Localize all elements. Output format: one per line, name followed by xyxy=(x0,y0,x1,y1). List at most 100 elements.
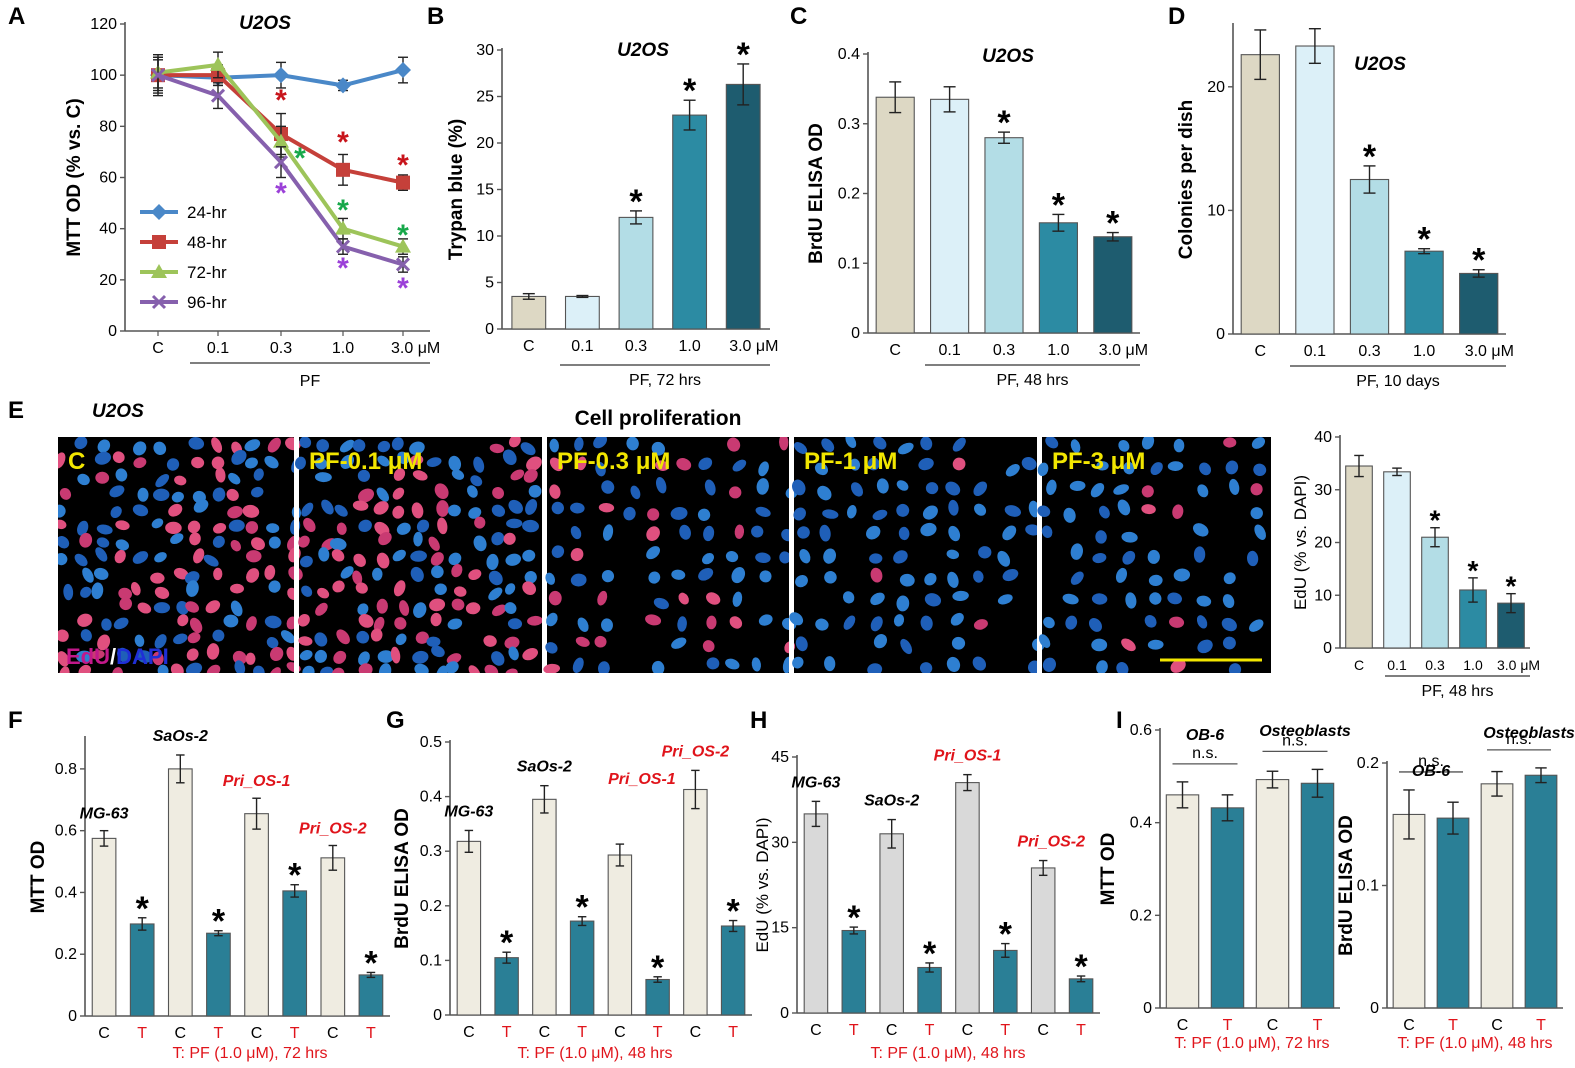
cell-nucleus xyxy=(1147,549,1160,564)
cell-nucleus xyxy=(488,570,503,586)
significance-star: * xyxy=(1417,221,1431,259)
cell-nucleus xyxy=(824,656,836,672)
x-tick-label: C xyxy=(1037,1022,1049,1039)
cell-nucleus xyxy=(1247,550,1259,567)
x-tick-label: T xyxy=(728,1024,738,1041)
cell-nucleus xyxy=(231,450,247,465)
cell-nucleus xyxy=(467,485,478,498)
y-tick-label: 30 xyxy=(476,42,494,59)
bar xyxy=(1038,222,1078,334)
chart-panel-e-quant: 0 10 20 30 40 EdU (% vs. DAPI) C 0.1 * 0.3 * 1.0 * 3.… xyxy=(1291,429,1540,700)
panel-label-f: F xyxy=(8,707,23,734)
bar xyxy=(206,932,231,1017)
significance-star: * xyxy=(275,84,287,117)
cell-nucleus xyxy=(93,567,109,580)
cell-nucleus xyxy=(298,535,310,548)
y-axis-title: MTT OD xyxy=(28,841,49,914)
cell-nucleus xyxy=(601,618,613,632)
cell-nucleus xyxy=(522,648,538,661)
cell-nucleus xyxy=(1099,505,1110,519)
cell-nucleus xyxy=(154,586,170,599)
cell-nucleus xyxy=(74,553,88,567)
stain-separator: / xyxy=(110,644,116,669)
y-tick-label: 40 xyxy=(1314,429,1332,446)
cell-nucleus xyxy=(185,601,200,613)
chart-title: U2OS xyxy=(617,40,669,61)
cell-nucleus xyxy=(920,437,933,451)
cell-nucleus xyxy=(97,634,111,651)
cell-nucleus xyxy=(527,615,543,626)
chart-panel-c: 0 0.1 0.2 0.3 0.4 BrdU ELISA OD C 0.1 * 0.3 * 1.0 * 3… xyxy=(806,46,1148,389)
cell-nucleus xyxy=(651,660,665,673)
cell-nucleus xyxy=(174,475,187,486)
y-tick-label: 10 xyxy=(1207,202,1225,219)
significance-star: * xyxy=(847,899,861,937)
cell-nucleus xyxy=(376,487,390,502)
bar xyxy=(564,295,600,330)
x-tick-label: C xyxy=(251,1025,263,1042)
bar xyxy=(320,857,346,1017)
significance-star: * xyxy=(1430,505,1441,536)
cell-nucleus xyxy=(576,456,587,471)
x-tick-label: 0.1 xyxy=(938,342,960,359)
significance-star: * xyxy=(397,149,409,182)
cell-nucleus xyxy=(415,631,429,644)
cell-nucleus xyxy=(491,504,506,517)
y-tick-label: 0.6 xyxy=(1130,722,1152,739)
cell-nucleus xyxy=(215,467,226,483)
cell-nucleus xyxy=(951,636,966,650)
bar xyxy=(672,114,708,330)
y-axis-title: MTT OD (% vs. C) xyxy=(64,98,85,256)
cell-nucleus xyxy=(331,549,345,562)
cell-nucleus xyxy=(80,586,92,598)
cell-nucleus xyxy=(1063,507,1076,523)
cell-nucleus xyxy=(1042,657,1056,672)
significance-star: * xyxy=(397,272,409,305)
cell-nucleus xyxy=(378,531,392,546)
cell-nucleus xyxy=(1253,463,1267,477)
cell-nucleus xyxy=(297,613,310,627)
cell-nucleus xyxy=(1196,595,1212,607)
cell-nucleus xyxy=(814,462,829,476)
cell-nucleus xyxy=(1116,662,1129,673)
cell-nucleus xyxy=(1148,574,1163,586)
cell-nucleus xyxy=(119,597,133,611)
cell-nucleus xyxy=(1004,505,1022,517)
cell-nucleus xyxy=(227,506,243,519)
cell-nucleus xyxy=(391,437,404,451)
cell-nucleus xyxy=(1167,461,1184,471)
cell-nucleus xyxy=(399,600,410,616)
cell-nucleus xyxy=(1270,590,1290,611)
cell-nucleus xyxy=(302,665,315,673)
cell-nucleus xyxy=(729,486,742,499)
ns-label: n.s. xyxy=(1418,753,1444,770)
micrograph-label: PF-0.1 μM xyxy=(309,448,422,475)
x-tick-label: C xyxy=(175,1025,187,1042)
cell-nucleus xyxy=(232,650,247,665)
cell-nucleus xyxy=(63,583,74,601)
data-point xyxy=(273,67,289,84)
cell-nucleus xyxy=(899,573,915,587)
cell-nucleus xyxy=(1275,616,1291,632)
x-tick-label: T xyxy=(214,1025,224,1042)
cell-nucleus xyxy=(1223,437,1237,448)
y-tick-label: 0 xyxy=(485,321,494,338)
cell-nucleus xyxy=(793,442,808,454)
cell-nucleus xyxy=(445,661,459,673)
cell-nucleus xyxy=(205,600,221,614)
bar xyxy=(244,813,269,1017)
cell-nucleus xyxy=(329,537,347,551)
footnote: T: PF (1.0 μM), 48 hrs xyxy=(517,1045,672,1062)
x-tick-label: T xyxy=(1313,1017,1323,1034)
cell-line-label: Pri_OS-1 xyxy=(223,773,291,790)
cell-nucleus xyxy=(118,587,132,600)
bar xyxy=(1524,774,1558,1009)
cell-nucleus xyxy=(756,478,769,495)
bar xyxy=(1240,54,1280,335)
bar xyxy=(618,216,654,330)
cell-nucleus xyxy=(626,437,639,451)
cell-nucleus xyxy=(653,597,669,610)
cell-nucleus xyxy=(186,648,199,661)
cell-nucleus xyxy=(193,499,209,513)
cell-nucleus xyxy=(416,519,430,533)
